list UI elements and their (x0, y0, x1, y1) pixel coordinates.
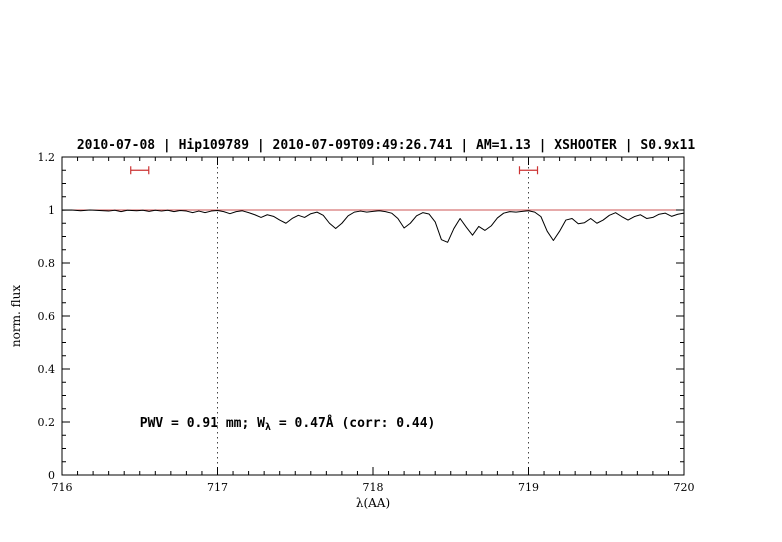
plot-title: 2010-07-08 | Hip109789 | 2010-07-09T09:4… (77, 138, 695, 153)
y-tick-label: 0.2 (38, 416, 56, 429)
x-tick-label: 720 (674, 481, 695, 494)
spectrum-line (61, 209, 685, 243)
y-tick-label: 0 (48, 469, 55, 482)
y-tick-label: 1.2 (38, 151, 56, 164)
x-tick-label: 718 (363, 481, 384, 494)
y-tick-label: 0.4 (38, 363, 56, 376)
chart-layers: 716 717 718 719 720 0 0.2 0.4 0.6 0.8 1 1.2 PWV = 0.… (38, 151, 695, 494)
y-tick-label: 0.6 (38, 310, 56, 323)
x-tick-label: 717 (207, 481, 228, 494)
y-axis-label: norm. flux (9, 285, 23, 347)
x-axis-label: λ(AA) (356, 496, 390, 510)
y-tick-label: 0.8 (38, 257, 56, 270)
x-tick-label: 716 (52, 481, 73, 494)
y-tick-label: 1 (48, 204, 55, 217)
x-tick-label: 719 (518, 481, 539, 494)
pwv-annotation: PWV = 0.91 mm; Wλ = 0.47Å (corr: 0.44) (140, 415, 436, 433)
